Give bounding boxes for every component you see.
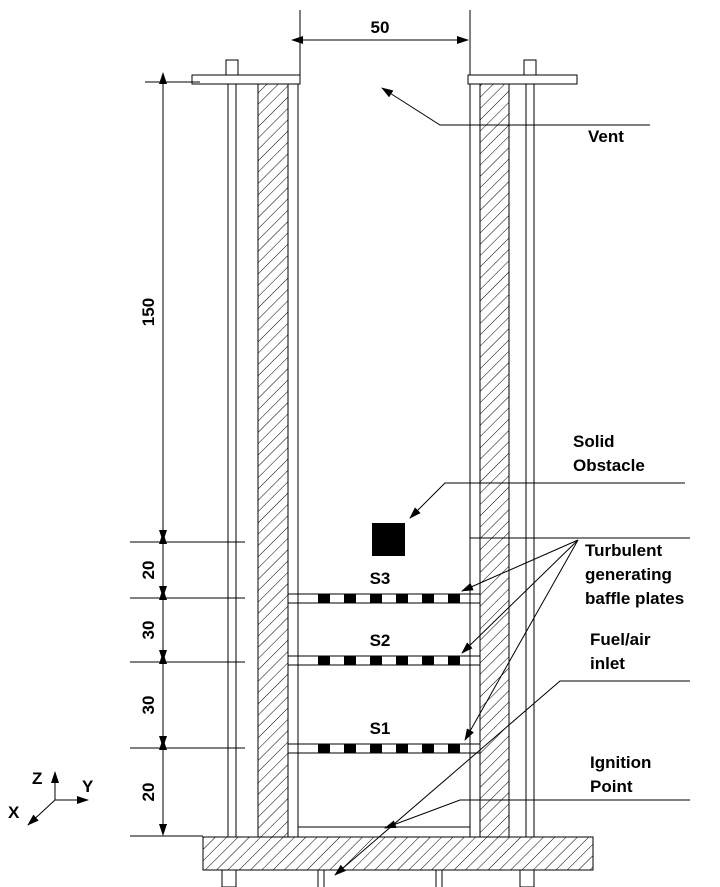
flange xyxy=(191,74,301,85)
callout-label: generating xyxy=(585,565,672,584)
plate-label: S1 xyxy=(370,719,391,738)
axis-label: Z xyxy=(32,769,42,788)
baffle-block xyxy=(422,594,434,603)
wall xyxy=(479,83,510,838)
dimension-label: 30 xyxy=(139,621,158,640)
baffle-block xyxy=(370,594,382,603)
callout-label: Solid xyxy=(573,432,615,451)
baffle-block xyxy=(448,656,460,665)
dimension-label: 50 xyxy=(371,18,390,37)
baffle-block xyxy=(318,744,330,753)
baffle-block xyxy=(318,656,330,665)
baffle-block xyxy=(396,744,408,753)
baffle-block xyxy=(344,594,356,603)
dimension-label: 20 xyxy=(139,783,158,802)
callout-label: Obstacle xyxy=(573,456,645,475)
callout-label: inlet xyxy=(590,654,625,673)
flange xyxy=(467,74,578,85)
baffle-plate xyxy=(287,743,481,754)
baffle-block xyxy=(370,744,382,753)
baffle-block xyxy=(370,656,382,665)
wall xyxy=(257,83,289,838)
baffle-block xyxy=(448,744,460,753)
baffle-block xyxy=(344,744,356,753)
dimension-label: 30 xyxy=(139,696,158,715)
base xyxy=(202,836,594,871)
axes-symbol: Z Y X xyxy=(8,769,94,826)
callout-label: baffle plates xyxy=(585,589,684,608)
baffle-plate xyxy=(287,593,481,604)
plate-label: S2 xyxy=(370,631,391,650)
baffle-block xyxy=(344,656,356,665)
plate-label: S3 xyxy=(370,569,391,588)
apparatus: S3 S2 S1 xyxy=(191,59,594,887)
callout-label: Point xyxy=(590,777,633,796)
dimensions: 50 150 20 30 30 20 xyxy=(130,10,471,837)
bolt xyxy=(523,59,537,76)
baffle-block xyxy=(422,656,434,665)
annotations: Vent Solid Obstacle Turbulent generating baff… xyxy=(334,87,690,876)
baffle-block xyxy=(396,656,408,665)
baffle-block xyxy=(318,594,330,603)
axis-label: Y xyxy=(82,777,94,796)
callout-label: Ignition xyxy=(590,753,651,772)
bolt xyxy=(225,59,239,76)
dimension-label: 20 xyxy=(139,561,158,580)
dimension-label: 150 xyxy=(139,298,158,326)
baffle-block xyxy=(396,594,408,603)
baffle-block xyxy=(422,744,434,753)
callout-label: Turbulent xyxy=(585,541,662,560)
baffle-plate xyxy=(287,655,481,666)
solid-obstacle xyxy=(372,523,405,556)
axis-label: X xyxy=(8,803,20,822)
callout-label: Vent xyxy=(588,127,624,146)
baffle-block xyxy=(448,594,460,603)
callout-label: Fuel/air xyxy=(590,630,651,649)
